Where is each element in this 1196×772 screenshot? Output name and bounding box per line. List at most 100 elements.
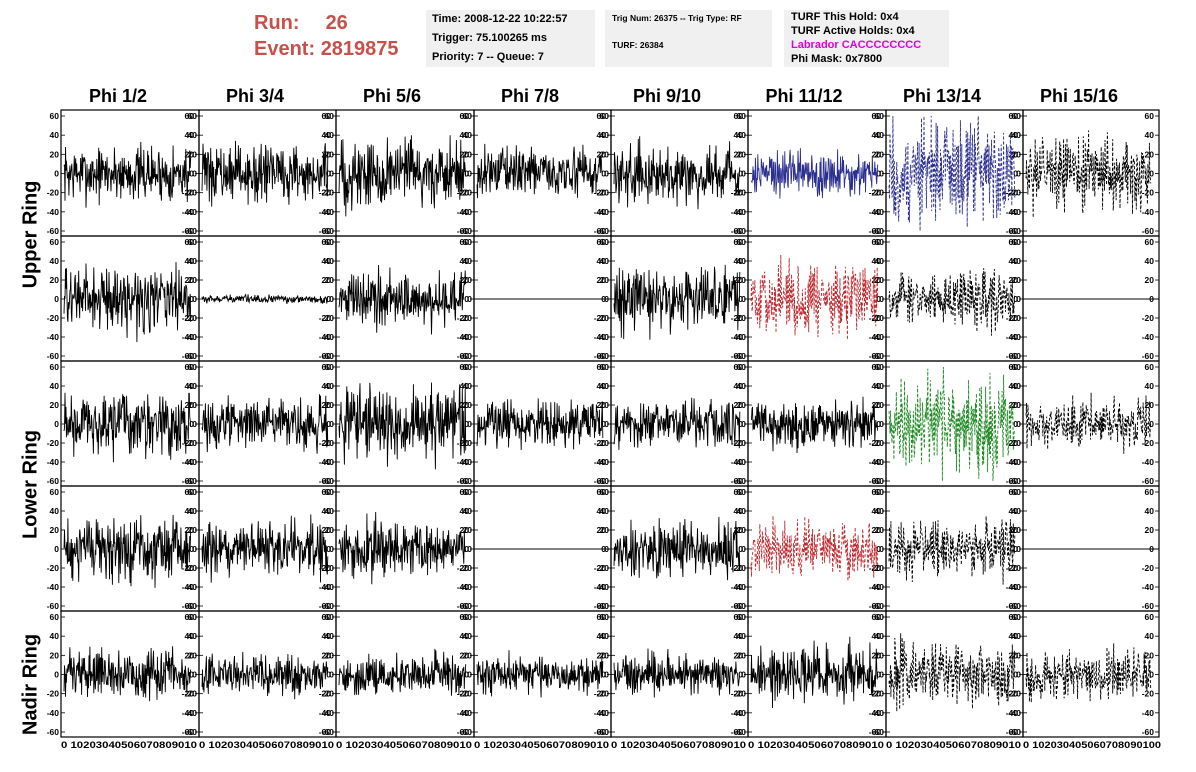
y-tick-label-left: 40 bbox=[875, 256, 885, 266]
y-tick-label-right: -60 bbox=[319, 727, 332, 737]
y-tick-label-left: -20 bbox=[47, 438, 60, 448]
y-tick-label-right: 40 bbox=[734, 506, 744, 516]
y-tick-label-left: -20 bbox=[322, 689, 335, 699]
y-tick-label-left: 0 bbox=[879, 169, 884, 179]
y-tick-label-right: -20 bbox=[457, 563, 470, 573]
y-tick-label-right: -60 bbox=[594, 727, 607, 737]
y-tick-label-left: 60 bbox=[188, 111, 198, 121]
y-tick-label-left: -60 bbox=[1009, 226, 1022, 236]
y-tick-label-left: -60 bbox=[597, 351, 610, 361]
y-tick-label-left: 60 bbox=[50, 237, 60, 247]
y-tick-label-right: -20 bbox=[731, 438, 744, 448]
y-tick-label-right: 60 bbox=[185, 111, 195, 121]
y-tick-label-right: 0 bbox=[1013, 294, 1018, 304]
y-tick-label-left: 20 bbox=[737, 400, 747, 410]
y-tick-label-left: 0 bbox=[1016, 294, 1021, 304]
y-tick-label-left: 60 bbox=[463, 111, 473, 121]
y-tick-label-right: -60 bbox=[869, 727, 882, 737]
y-tick-label-left: 0 bbox=[741, 294, 746, 304]
y-tick-label-right: -40 bbox=[457, 207, 470, 217]
y-tick-label-left: 20 bbox=[325, 525, 335, 535]
y-tick-label-left: -60 bbox=[460, 226, 473, 236]
y-tick-label-left: -60 bbox=[47, 601, 60, 611]
y-tick-label-right: -20 bbox=[594, 188, 607, 198]
y-tick-label-left: -20 bbox=[185, 563, 198, 573]
y-tick-label-left: 0 bbox=[54, 670, 59, 680]
y-tick-label-right: 0 bbox=[1149, 419, 1154, 429]
time-text: Time: 2008-12-22 10:22:57 bbox=[432, 13, 568, 25]
y-tick-label-left: -40 bbox=[460, 457, 473, 467]
y-tick-label-left: -40 bbox=[47, 708, 60, 718]
y-tick-label-left: 60 bbox=[737, 237, 747, 247]
y-tick-label-left: 20 bbox=[188, 149, 198, 159]
y-tick-label-left: -40 bbox=[47, 207, 60, 217]
y-tick-label-right: 60 bbox=[185, 612, 195, 622]
y-tick-label-right: -40 bbox=[457, 457, 470, 467]
y-tick-label-right: 60 bbox=[322, 237, 332, 247]
y-tick-label-left: -20 bbox=[47, 563, 60, 573]
y-tick-label-right: -60 bbox=[869, 476, 882, 486]
y-tick-label-left: 60 bbox=[600, 362, 610, 372]
y-tick-label-right: -60 bbox=[182, 601, 195, 611]
y-tick-label-right: 0 bbox=[326, 169, 331, 179]
y-tick-label-right: 40 bbox=[597, 130, 607, 140]
y-tick-label-left: -40 bbox=[872, 207, 885, 217]
y-tick-label-right: 0 bbox=[876, 169, 881, 179]
y-tick-label-left: -20 bbox=[460, 563, 473, 573]
y-tick-label-right: 40 bbox=[1145, 256, 1155, 266]
y-tick-label-left: 0 bbox=[467, 294, 472, 304]
y-tick-label-left: -20 bbox=[460, 438, 473, 448]
y-tick-label-left: 40 bbox=[1012, 256, 1022, 266]
y-tick-label-right: -40 bbox=[594, 457, 607, 467]
y-tick-label-right: 20 bbox=[872, 400, 882, 410]
turf-info-box: TURF This Hold: 0x4 TURF Active Holds: 0… bbox=[784, 10, 949, 67]
y-tick-label-right: -20 bbox=[869, 689, 882, 699]
y-tick-label-right: -20 bbox=[594, 438, 607, 448]
y-tick-label-right: 0 bbox=[189, 419, 194, 429]
y-tick-label-right: 60 bbox=[872, 487, 882, 497]
y-tick-label-left: -60 bbox=[734, 351, 747, 361]
y-tick-label-left: 20 bbox=[325, 275, 335, 285]
y-tick-label-right: -40 bbox=[319, 582, 332, 592]
col-title-phi-5-6: Phi 5/6 bbox=[362, 86, 422, 106]
y-tick-label-left: 20 bbox=[188, 525, 198, 535]
y-tick-label-right: -20 bbox=[1006, 313, 1019, 323]
y-tick-label-left: -20 bbox=[734, 188, 747, 198]
y-tick-label-right: -60 bbox=[1142, 727, 1155, 737]
y-tick-label-right: 60 bbox=[322, 362, 332, 372]
y-tick-label-right: -40 bbox=[182, 332, 195, 342]
y-tick-label-left: 60 bbox=[875, 612, 885, 622]
y-tick-label-left: 20 bbox=[325, 400, 335, 410]
y-tick-label-left: -20 bbox=[734, 689, 747, 699]
y-tick-label-left: 60 bbox=[875, 362, 885, 372]
y-tick-label-right: 0 bbox=[1149, 670, 1154, 680]
y-tick-label-left: -60 bbox=[734, 226, 747, 236]
y-tick-label-right: 40 bbox=[734, 631, 744, 641]
y-tick-label-right: -20 bbox=[457, 438, 470, 448]
y-tick-label-left: 0 bbox=[329, 169, 334, 179]
y-tick-label-left: 20 bbox=[875, 275, 885, 285]
y-tick-label-left: -40 bbox=[47, 582, 60, 592]
y-tick-label-right: -60 bbox=[1006, 351, 1019, 361]
y-tick-label-right: -20 bbox=[1006, 689, 1019, 699]
series-line-r2c5 bbox=[750, 396, 879, 454]
y-tick-label-right: 0 bbox=[738, 294, 743, 304]
y-tick-label-right: -20 bbox=[1142, 689, 1155, 699]
y-tick-label-left: 20 bbox=[875, 650, 885, 660]
y-tick-label-right: -40 bbox=[731, 457, 744, 467]
y-tick-label-left: 40 bbox=[600, 381, 610, 391]
y-tick-label-right: 40 bbox=[597, 506, 607, 516]
y-tick-label-right: 0 bbox=[464, 670, 469, 680]
y-tick-label-right: 20 bbox=[1009, 650, 1019, 660]
y-tick-label-left: -60 bbox=[597, 601, 610, 611]
y-tick-label-right: 60 bbox=[1009, 362, 1019, 372]
y-tick-label-left: -40 bbox=[185, 207, 198, 217]
y-tick-label-right: 20 bbox=[597, 149, 607, 159]
y-tick-label-left: 20 bbox=[50, 149, 60, 159]
y-tick-label-right: -20 bbox=[1142, 313, 1155, 323]
series-line-r1c2 bbox=[338, 264, 467, 335]
y-tick-label-right: -40 bbox=[1006, 708, 1019, 718]
y-tick-label-left: 60 bbox=[875, 487, 885, 497]
y-tick-label-right: 40 bbox=[1009, 130, 1019, 140]
y-tick-label-left: -60 bbox=[322, 351, 335, 361]
